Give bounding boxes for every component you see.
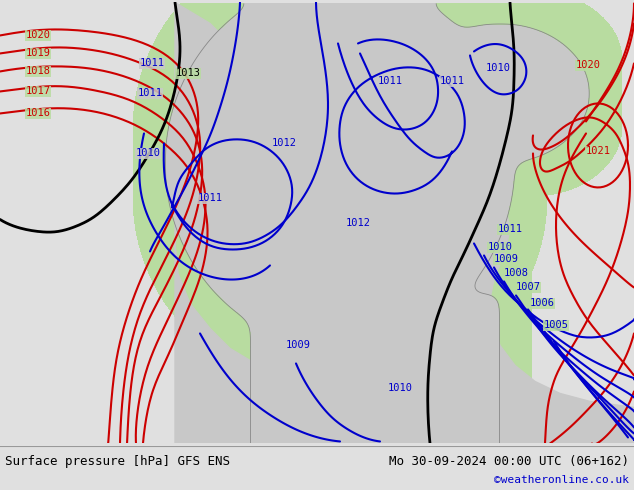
Text: 1005: 1005 [543, 320, 569, 330]
Text: 1011: 1011 [198, 194, 223, 203]
Text: 1016: 1016 [25, 108, 51, 119]
Text: 1007: 1007 [515, 282, 541, 293]
Text: 1006: 1006 [529, 298, 555, 308]
Text: 1020: 1020 [576, 60, 600, 71]
Text: 1011: 1011 [138, 89, 162, 98]
Text: 1010: 1010 [136, 148, 160, 158]
Text: 1010: 1010 [488, 243, 512, 252]
Text: 1009: 1009 [285, 341, 311, 350]
Text: Mo 30-09-2024 00:00 UTC (06+162): Mo 30-09-2024 00:00 UTC (06+162) [389, 455, 629, 468]
Text: 1011: 1011 [377, 76, 403, 86]
Text: 1013: 1013 [176, 69, 200, 78]
Text: 1010: 1010 [387, 384, 413, 393]
Text: 1009: 1009 [493, 254, 519, 265]
Text: 1011: 1011 [439, 76, 465, 86]
Text: 1008: 1008 [503, 269, 529, 278]
Polygon shape [0, 446, 634, 490]
Text: 1018: 1018 [25, 67, 51, 76]
Text: 1011: 1011 [498, 224, 522, 234]
Text: 1017: 1017 [25, 86, 51, 97]
Text: 1021: 1021 [586, 147, 611, 156]
Text: 1012: 1012 [271, 139, 297, 148]
Text: 1010: 1010 [486, 63, 510, 74]
Text: 1019: 1019 [25, 49, 51, 58]
Text: 1011: 1011 [139, 58, 164, 69]
Text: 1020: 1020 [25, 30, 51, 41]
Polygon shape [175, 2, 634, 443]
Text: Surface pressure [hPa] GFS ENS: Surface pressure [hPa] GFS ENS [5, 455, 230, 468]
Text: ©weatheronline.co.uk: ©weatheronline.co.uk [494, 475, 629, 485]
Text: 1012: 1012 [346, 219, 370, 228]
